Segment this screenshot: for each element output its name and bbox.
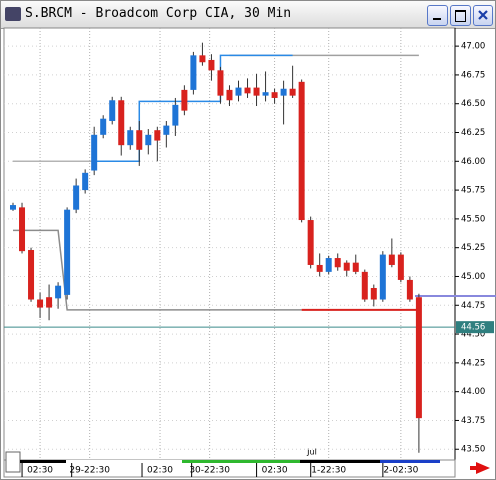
candle-body bbox=[55, 285, 62, 299]
scroll-arrow[interactable] bbox=[470, 462, 490, 474]
y-tick-label: 46.75 bbox=[461, 70, 485, 80]
indicator-line bbox=[13, 229, 302, 311]
y-tick-label: 46.00 bbox=[461, 157, 485, 167]
candle-body bbox=[379, 254, 386, 300]
session-strip bbox=[182, 460, 300, 463]
candle-body bbox=[370, 287, 377, 300]
close-button[interactable] bbox=[473, 5, 493, 26]
candle-body bbox=[136, 130, 143, 150]
candle-body bbox=[388, 254, 395, 265]
x-tick-label: 2-02:30 bbox=[383, 466, 418, 476]
candle-body bbox=[145, 134, 152, 146]
y-tick-label: 44.00 bbox=[461, 387, 485, 397]
candle-body bbox=[226, 89, 233, 101]
candle-body bbox=[352, 262, 359, 272]
candle-body bbox=[19, 207, 26, 252]
x-tick-label: 02:30 bbox=[262, 466, 288, 476]
candle-body bbox=[109, 100, 116, 121]
candle-body bbox=[82, 172, 89, 191]
x-tick-label: 02:30 bbox=[27, 466, 53, 476]
indicator-line bbox=[94, 54, 293, 163]
y-tick-label: 45.75 bbox=[461, 186, 485, 196]
session-strip bbox=[380, 460, 440, 463]
candle-body bbox=[415, 297, 422, 419]
candle-body bbox=[73, 185, 80, 210]
close-icon bbox=[478, 10, 488, 20]
candle-body bbox=[217, 70, 224, 96]
candle-body bbox=[235, 87, 242, 96]
candle-body bbox=[100, 118, 107, 135]
last-price-box bbox=[456, 321, 494, 334]
session-strip bbox=[66, 460, 182, 463]
x-tick-label: 30-22:30 bbox=[189, 466, 230, 476]
y-tick-label: 44.25 bbox=[461, 358, 485, 368]
candle-body bbox=[64, 209, 71, 295]
y-tick-label: 43.50 bbox=[461, 445, 485, 455]
candle-body bbox=[46, 297, 53, 308]
candle-body bbox=[325, 258, 332, 272]
title-bar: S.BRCM - Broadcom Corp CIA, 30 Min bbox=[1, 1, 495, 29]
candle-body bbox=[28, 249, 35, 300]
window-title: S.BRCM - Broadcom Corp CIA, 30 Min bbox=[25, 6, 292, 21]
candle-body bbox=[397, 254, 404, 280]
candle-body bbox=[262, 92, 269, 96]
candle-body bbox=[91, 134, 98, 171]
candle-body bbox=[298, 81, 305, 221]
last-price-label: 44.56 bbox=[461, 323, 485, 333]
candle-body bbox=[190, 55, 197, 90]
x-tick-label: 29-22:30 bbox=[69, 466, 110, 476]
candle-body bbox=[208, 59, 215, 71]
y-tick-label: 45.00 bbox=[461, 272, 485, 282]
candle-body bbox=[253, 87, 260, 96]
candle-body bbox=[406, 279, 413, 300]
scroll-box[interactable] bbox=[5, 451, 21, 473]
candle-body bbox=[163, 125, 170, 135]
y-tick-label: 44.50 bbox=[461, 330, 485, 340]
candle-body bbox=[343, 262, 350, 271]
app-icon bbox=[5, 7, 21, 21]
y-tick-label: 46.25 bbox=[461, 128, 485, 138]
maximize-button[interactable] bbox=[450, 5, 471, 26]
candle-body bbox=[361, 271, 368, 300]
y-tick-label: 44.75 bbox=[461, 301, 485, 311]
x-tick-label: 02:30 bbox=[147, 466, 173, 476]
y-tick-label: 43.75 bbox=[461, 416, 485, 426]
candle-body bbox=[37, 299, 44, 308]
candle-body bbox=[289, 88, 296, 96]
candle-body bbox=[244, 87, 251, 94]
candle-body bbox=[118, 100, 125, 146]
minimize-button[interactable] bbox=[427, 5, 448, 26]
candle-body bbox=[181, 89, 188, 111]
session-strip bbox=[20, 460, 66, 463]
candle-body bbox=[271, 92, 278, 98]
candle-body bbox=[154, 130, 161, 141]
candle-body bbox=[280, 88, 287, 96]
y-tick-label: 46.50 bbox=[461, 99, 485, 109]
candle-body bbox=[172, 104, 179, 126]
candle-body bbox=[127, 130, 134, 146]
candle-body bbox=[10, 205, 16, 210]
y-tick-label: 47.00 bbox=[461, 42, 485, 52]
x-tick-label: 1-22:30 bbox=[311, 466, 346, 476]
annotation: Jul bbox=[306, 448, 317, 457]
y-tick-label: 45.50 bbox=[461, 214, 485, 224]
y-tick-label: 45.25 bbox=[461, 243, 485, 253]
candle-body bbox=[199, 55, 206, 63]
session-strip bbox=[300, 460, 380, 463]
candle-body bbox=[334, 258, 341, 268]
candle-body bbox=[316, 264, 323, 272]
candle-body bbox=[307, 220, 314, 265]
